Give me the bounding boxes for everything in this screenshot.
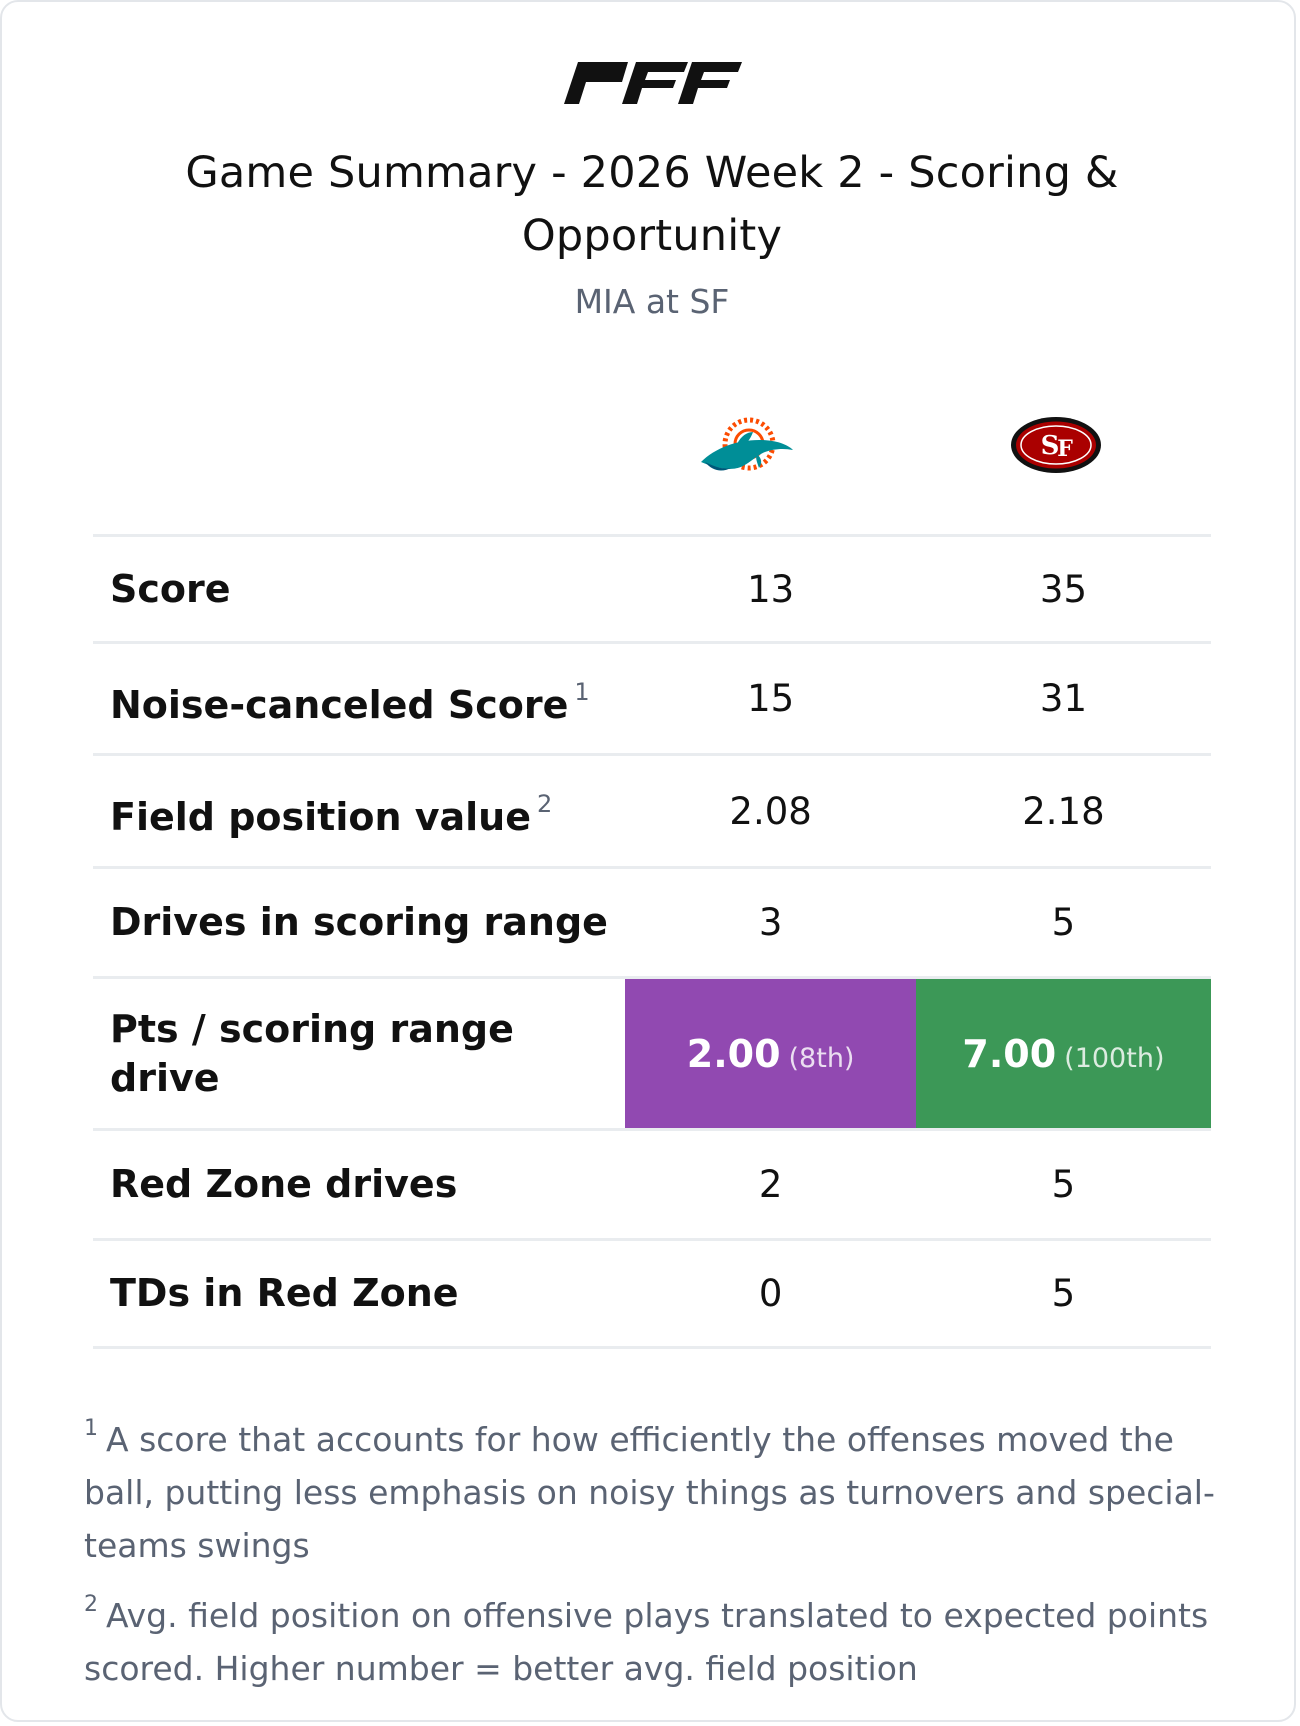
matchup-subtitle: MIA at SF	[574, 282, 730, 321]
footnote-marker: 2	[537, 790, 553, 818]
svg-text:F: F	[1057, 436, 1073, 462]
row-label: Score	[93, 534, 626, 643]
table-row: Drives in scoring range 3 5	[93, 866, 1211, 978]
mia-value: 2.08	[625, 753, 916, 868]
row-label: Pts / scoring range drive	[93, 976, 626, 1130]
sf-value: 31	[915, 641, 1211, 755]
footnote-2: 2 Avg. field position on offensive plays …	[84, 1578, 1224, 1695]
footnote-text: Avg. field position on offensive plays t…	[84, 1596, 1209, 1688]
mia-value-highlight: 2.00 (8th)	[625, 976, 916, 1130]
mia-value: 2	[625, 1128, 916, 1240]
row-label: Drives in scoring range	[93, 866, 626, 978]
sf-value: 2.18	[915, 753, 1211, 868]
stats-table: Score 13 35 Noise-canceled Score 1 15 31 …	[93, 534, 1211, 1349]
svg-text:S: S	[1041, 431, 1060, 461]
table-row: TDs in Red Zone 0 5	[93, 1238, 1211, 1349]
table-row: Noise-canceled Score 1 15 31	[93, 641, 1211, 755]
mia-value: 15	[625, 641, 916, 755]
sf-value-highlight: 7.00 (100th)	[915, 976, 1211, 1130]
row-label: Red Zone drives	[93, 1128, 626, 1240]
footnote-mark: 1	[84, 1416, 98, 1441]
sf-percentile: (100th)	[1064, 1042, 1165, 1074]
footnote-text: A score that accounts for how efficientl…	[84, 1420, 1215, 1565]
sf-value: 5	[915, 1128, 1211, 1240]
sf-value: 7.00	[962, 1031, 1057, 1076]
mia-value: 3	[625, 866, 916, 978]
sf-value: 35	[915, 534, 1211, 643]
table-row: Pts / scoring range drive 2.00 (8th) 7.00…	[93, 976, 1211, 1130]
sf-value: 5	[915, 866, 1211, 978]
49ers-logo-icon: S F	[1011, 417, 1101, 473]
footnote-marker: 1	[574, 677, 590, 706]
mia-value: 13	[625, 534, 916, 643]
pff-logo-icon	[564, 62, 742, 104]
row-label: Field position value 2	[93, 753, 626, 868]
mia-percentile: (8th)	[788, 1042, 855, 1074]
dolphins-logo-icon	[701, 417, 793, 471]
table-row: Field position value 2 2.08 2.18	[93, 753, 1211, 868]
row-label: TDs in Red Zone	[93, 1238, 626, 1349]
table-row: Red Zone drives 2 5	[93, 1128, 1211, 1240]
sf-value: 5	[915, 1238, 1211, 1349]
footnote-mark: 2	[84, 1592, 98, 1617]
table-row: Score 13 35	[93, 534, 1211, 643]
mia-value: 2.00	[686, 1031, 781, 1076]
mia-value: 0	[625, 1238, 916, 1349]
row-label: Noise-canceled Score 1	[93, 641, 626, 755]
page-title: Game Summary - 2026 Week 2 - Scoring & O…	[185, 148, 1119, 261]
